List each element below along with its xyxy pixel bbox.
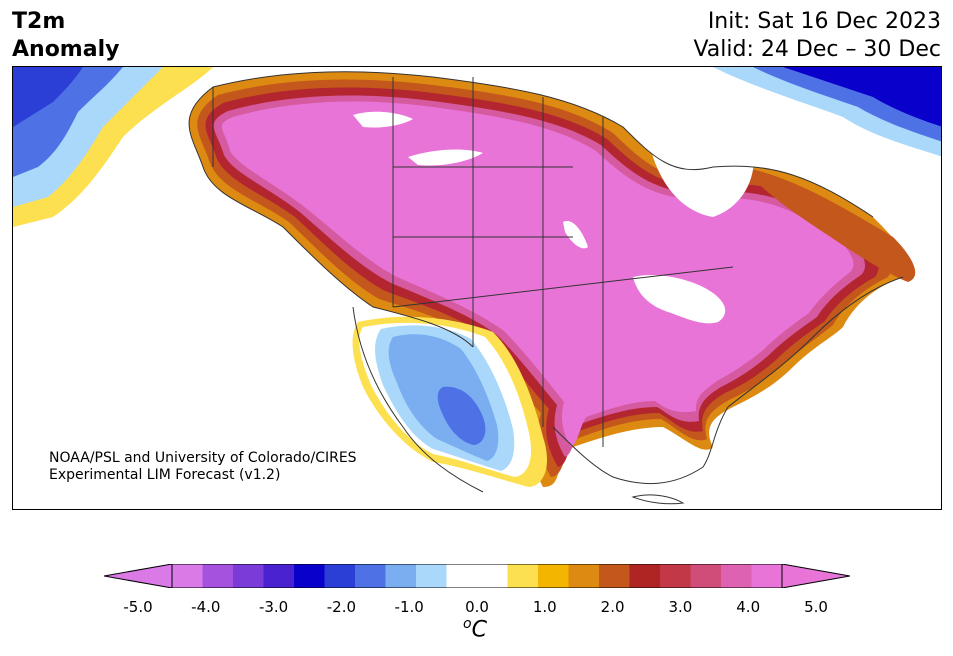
colorbar-tick-label: -1.0	[394, 598, 424, 616]
colorbar-cell	[660, 564, 691, 588]
unit-degree: o	[463, 616, 472, 632]
colorbar-frame	[171, 564, 783, 588]
colorbar-cell	[416, 564, 447, 588]
credit-text: NOAA/PSL and University of Colorado/CIRE…	[49, 450, 357, 484]
colorbar-tick-label: -2.0	[326, 598, 357, 616]
colorbar-cell	[751, 564, 783, 588]
cool-anomaly-region	[352, 316, 548, 487]
colorbar-tick-label: -5.0	[123, 598, 153, 616]
init-date: Init: Sat 16 Dec 2023	[707, 9, 941, 34]
credit-line-2: Experimental LIM Forecast (v1.2)	[49, 467, 281, 483]
colorbar-cells	[172, 564, 783, 588]
colorbar-right-arrow	[782, 564, 850, 588]
colorbar-cell	[690, 564, 722, 588]
unit-celsius: C	[471, 617, 487, 643]
credit-line-1: NOAA/PSL and University of Colorado/CIRE…	[49, 450, 357, 466]
colorbar-tick-label: 3.0	[668, 598, 693, 616]
cold-anomaly-northeast	[653, 67, 941, 266]
colorbar-cell	[385, 564, 417, 588]
colorbar-cell	[233, 564, 264, 588]
colorbar-tick-label: 5.0	[804, 598, 828, 616]
colorbar-unit: oC	[463, 616, 487, 642]
colorbar-tick-label: -3.0	[258, 598, 289, 616]
colorbar-tick-label: 2.0	[600, 598, 625, 616]
cuba	[631, 494, 685, 505]
colorbar-tick-label: -4.0	[191, 598, 221, 616]
great-lakes	[633, 275, 726, 324]
colorbar-cell	[172, 564, 203, 588]
great-slave-lake	[408, 149, 483, 166]
forecast-dates: Init: Sat 16 Dec 2023 Valid: 24 Dec – 30…	[693, 8, 941, 64]
colorbar-cell	[294, 564, 325, 588]
labrador-warm-band	[743, 167, 916, 282]
colorbar-cell	[721, 564, 752, 588]
map-svg	[13, 67, 941, 509]
colorbar-cell	[324, 564, 356, 588]
colorbar-cell	[355, 564, 386, 588]
valid-range: Valid: 24 Dec – 30 Dec	[693, 37, 941, 62]
colorbar-left-arrow	[104, 564, 172, 588]
title-line-1: T2m	[12, 9, 66, 34]
colorbar-cell	[263, 564, 295, 588]
colorbar-cell	[446, 564, 478, 588]
coastlines-and-borders	[188, 71, 904, 493]
colorbar-cell	[507, 564, 539, 588]
colorbar-tick-label: 4.0	[736, 598, 761, 616]
colorbar	[104, 564, 850, 588]
colorbar-cell	[629, 564, 661, 588]
colorbar-cell	[568, 564, 600, 588]
colorbar-cell	[477, 564, 508, 588]
anomaly-map	[12, 66, 942, 510]
cold-anomaly-northwest	[13, 67, 213, 227]
map-title: T2m Anomaly	[12, 8, 119, 64]
title-line-2: Anomaly	[12, 37, 120, 62]
colorbar-tick-label: 0.0	[465, 598, 489, 616]
colorbar-left-outline	[104, 564, 173, 588]
colorbar-right-outline	[781, 564, 850, 588]
lake-winnipeg	[563, 221, 588, 249]
great-bear-lake	[353, 111, 413, 128]
colorbar-tick-label: 1.0	[532, 598, 557, 616]
colorbar-cell	[599, 564, 630, 588]
hudson-bay	[649, 113, 754, 217]
colorbar-cell	[538, 564, 569, 588]
colorbar-cell	[202, 564, 234, 588]
colorbar-ticks: -5.0 -4.0 -3.0 -2.0 -1.0 0.0 1.0 2.0 3.0 4.0 5.0	[0, 598, 953, 618]
